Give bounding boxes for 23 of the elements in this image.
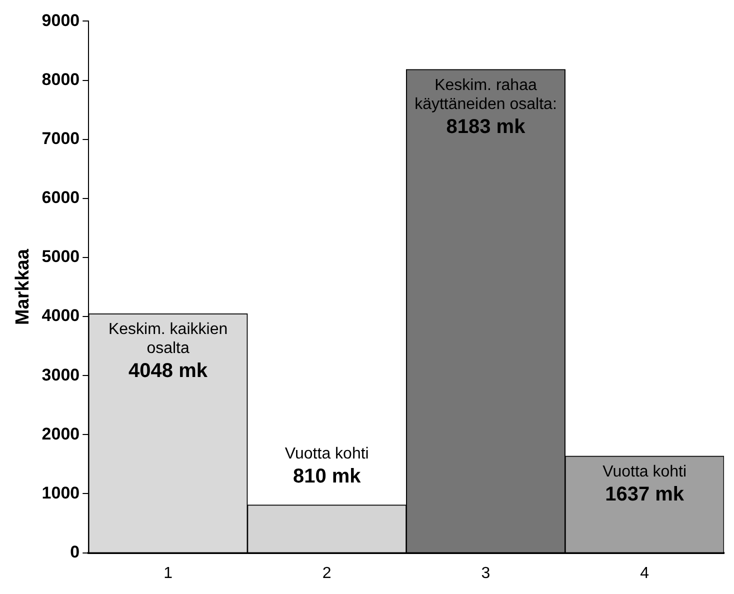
y-tick-label: 8000: [42, 70, 80, 89]
annotation: Vuotta kohti: [284, 445, 369, 462]
annotation: Keskim. rahaa käyttäneiden osalta:: [414, 76, 557, 113]
y-tick-label: 0: [70, 542, 80, 562]
y-tick-label: 1000: [42, 483, 80, 502]
y-tick-label: 6000: [42, 188, 80, 208]
y-tick-label: 7000: [42, 129, 80, 148]
x-tick-label: 2: [322, 564, 332, 582]
data-label: 4048 mk: [128, 360, 208, 382]
y-tick-label: 5000: [42, 247, 80, 266]
y-tick-label: 3000: [42, 365, 80, 384]
y-axis-title: Markkaa: [12, 248, 34, 326]
x-tick-label: 1: [164, 564, 173, 582]
x-tick-label: 3: [481, 564, 490, 582]
y-tick-label: 2000: [42, 424, 80, 444]
annotation: Keskim. kaikkien osalta: [108, 321, 228, 358]
data-label: 1637 mk: [605, 484, 685, 506]
data-label: 810 mk: [292, 465, 362, 488]
y-tick-label: 9000: [42, 10, 80, 30]
x-tick-label: 4: [640, 564, 650, 582]
y-tick-label: 4000: [42, 306, 80, 326]
annotation: Vuotta kohti: [602, 464, 687, 481]
data-label: 8183 mk: [446, 116, 526, 138]
